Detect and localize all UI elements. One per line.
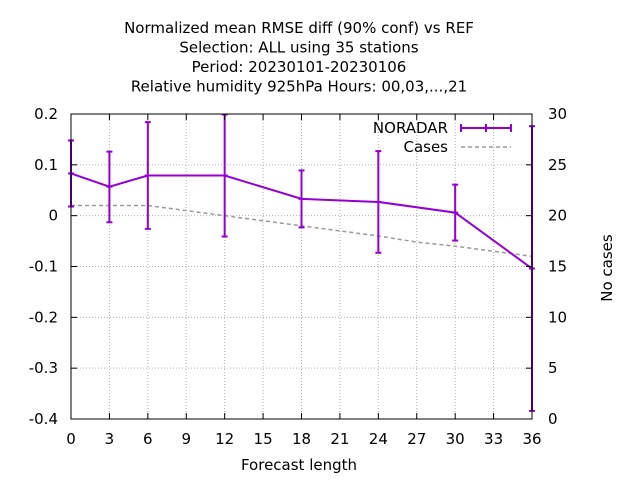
y2-tick-label: 5 xyxy=(548,359,558,377)
x-tick-label: 21 xyxy=(330,430,349,448)
x-tick-label: 36 xyxy=(522,430,541,448)
x-tick-label: 6 xyxy=(143,430,153,448)
x-tick-label: 9 xyxy=(181,430,191,448)
x-tick-label: 27 xyxy=(407,430,426,448)
y-tick-label: -0.2 xyxy=(29,308,58,326)
chart-title: Normalized mean RMSE diff (90% conf) vs … xyxy=(124,19,474,96)
grid xyxy=(71,114,532,419)
y2-axis-label: No cases xyxy=(598,234,616,302)
x-tick-label: 0 xyxy=(66,430,76,448)
title-line: Period: 20230101-20230106 xyxy=(192,58,407,76)
y-tick-label: 0.2 xyxy=(34,105,58,123)
noradar-line xyxy=(70,172,533,270)
x-tick-label: 18 xyxy=(292,430,311,448)
x-tick-label: 24 xyxy=(369,430,388,448)
x-tick-label: 30 xyxy=(446,430,465,448)
title-line: Normalized mean RMSE diff (90% conf) vs … xyxy=(124,19,474,37)
y-tick-label: -0.4 xyxy=(29,410,58,428)
title-line: Selection: ALL using 35 stations xyxy=(179,39,418,57)
x-tick-label: 15 xyxy=(254,430,273,448)
y2-tick-label: 15 xyxy=(548,258,567,276)
y2-tick-label: 0 xyxy=(548,410,558,428)
legend-label-cases: Cases xyxy=(403,138,448,156)
axes: 0 3 6 9 12 15 18 21 24 27 30 33 360.20.10-0.1-0.2-0.… xyxy=(29,105,567,448)
y-tick-label: -0.1 xyxy=(29,258,58,276)
y2-tick-label: 20 xyxy=(548,207,567,225)
x-tick-label: 3 xyxy=(105,430,115,448)
y-tick-label: 0.1 xyxy=(34,156,58,174)
y2-tick-label: 25 xyxy=(548,156,567,174)
legend-label-noradar: NORADAR xyxy=(373,119,448,137)
y2-tick-label: 10 xyxy=(548,308,567,326)
x-tick-label: 12 xyxy=(215,430,234,448)
x-axis-label: Forecast length xyxy=(241,456,357,474)
x-tick-label: 33 xyxy=(484,430,503,448)
y-tick-label: -0.3 xyxy=(29,359,58,377)
title-line: Relative humidity 925hPa Hours: 00,03,..… xyxy=(131,78,467,96)
y2-tick-label: 30 xyxy=(548,105,567,123)
y-tick-label: 0 xyxy=(48,207,58,225)
